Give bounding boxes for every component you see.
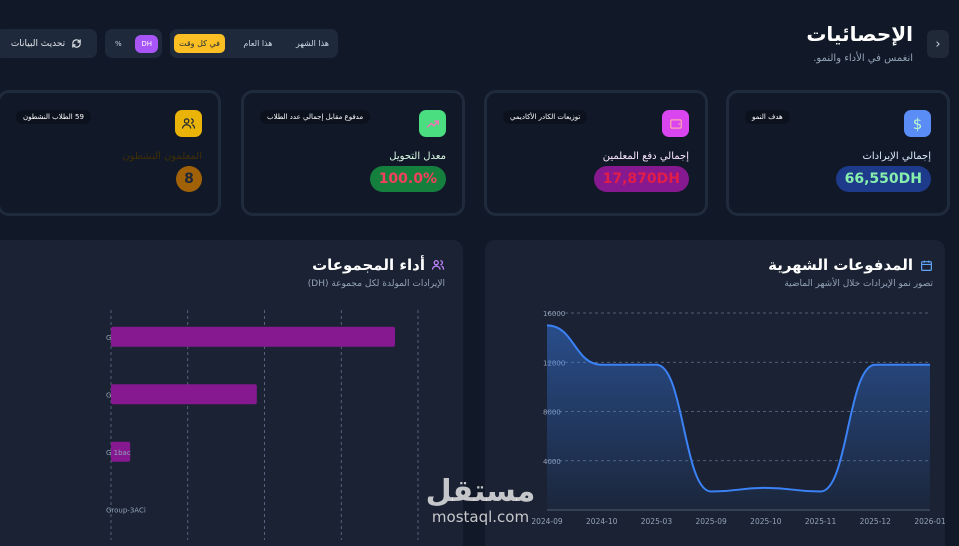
page-title: الإحصائيات xyxy=(806,22,913,46)
x-tick-label: 2025-12 xyxy=(860,517,892,526)
card-badge: هدف النمو xyxy=(745,110,790,124)
currency-selector: % DH xyxy=(105,29,162,58)
x-tick-label: 2026-01 xyxy=(914,517,945,526)
x-tick-label: 2024-10 xyxy=(586,517,618,526)
category-label: G xyxy=(106,391,111,399)
currency-percent[interactable]: % xyxy=(115,39,122,48)
users-icon xyxy=(181,118,196,129)
watermark-arabic: مستقل xyxy=(425,474,536,509)
card-value: 8 xyxy=(176,166,202,192)
chevron-right-icon: › xyxy=(935,36,941,52)
watermark-latin: mostaql.com xyxy=(431,508,530,526)
period-this-year[interactable]: هذا العام xyxy=(243,39,273,48)
monthly-payments-chart: 1600012000800040002024-092024-102025-032… xyxy=(531,310,945,526)
revenue-line xyxy=(546,324,930,493)
page-subtitle: انغمس في الأداء والنمو. xyxy=(813,53,913,64)
card-badge: مدفوع مقابل إجمالي عدد الطلاب xyxy=(260,110,371,124)
trending-up-icon xyxy=(426,119,439,128)
group-bar xyxy=(111,441,131,462)
monthly-payments-panel: المدفوعات الشهرية تصور نمو الإيرادات خلا… xyxy=(485,240,945,546)
refresh-icon xyxy=(72,39,81,48)
period-this-month[interactable]: هذا الشهر xyxy=(295,39,329,48)
watermark: مستقل mostaql.com xyxy=(418,474,543,527)
dollar-icon-box: $ xyxy=(904,110,931,137)
card-label: معدل التحويل xyxy=(389,151,446,162)
x-tick-label: 2025-11 xyxy=(805,517,837,526)
groups-bar-chart: G G G 1bac Group-3ACi xyxy=(106,310,419,540)
wallet-icon-box xyxy=(662,110,689,137)
x-tick-label: 2025-10 xyxy=(750,517,782,526)
card-label: المعلمون النشطون xyxy=(122,151,202,162)
refresh-button[interactable]: تحديث البيانات xyxy=(0,29,97,58)
category-label: Group-3ACi xyxy=(106,506,146,514)
card-value: 100.0% xyxy=(369,166,446,192)
x-tick-label: 2025-09 xyxy=(695,517,727,526)
users-icon xyxy=(431,259,445,270)
dollar-icon: $ xyxy=(912,114,923,133)
y-tick-label: 16000 xyxy=(543,310,565,318)
period-selector: هذا الشهر هذا العام في كل وقت xyxy=(170,29,338,58)
groups-subtitle: الإيرادات المولدة لكل مجموعة (DH) xyxy=(307,279,445,289)
card-badge: توزيعات الكادر الأكاديمي xyxy=(503,110,588,124)
trending-icon-box xyxy=(419,110,446,137)
revenue-area xyxy=(547,325,930,510)
groups-title: أداء المجموعات xyxy=(312,256,425,274)
x-tick-label: 2025-03 xyxy=(641,517,673,526)
refresh-label: تحديث البيانات xyxy=(10,38,66,49)
payments-title: المدفوعات الشهرية xyxy=(768,256,913,274)
group-bar xyxy=(111,326,395,347)
group-bar xyxy=(111,384,257,405)
category-label: G xyxy=(106,334,111,342)
card-active-teachers: 59 الطلاب النشطون المعلمون النشطون 8 xyxy=(0,90,221,216)
wallet-icon xyxy=(669,118,682,129)
payments-subtitle: تصور نمو الإيرادات خلال الأشهر الماضية xyxy=(784,279,933,289)
category-label: G 1bac xyxy=(106,449,131,457)
card-badge: 59 الطلاب النشطون xyxy=(16,110,91,124)
card-total-revenue: $ هدف النمو إجمالي الإيرادات 66,550DH xyxy=(726,90,950,216)
x-tick-label: 2024-09 xyxy=(531,517,563,526)
groups-performance-panel: أداء المجموعات الإيرادات المولدة لكل مجم… xyxy=(0,240,463,546)
users-icon-box xyxy=(175,110,202,137)
page-header: › الإحصائيات انغمس في الأداء والنمو. هذا… xyxy=(0,0,959,88)
back-button[interactable]: › xyxy=(927,30,949,58)
card-teacher-payments: توزيعات الكادر الأكاديمي إجمالي دفع المع… xyxy=(484,90,708,216)
card-conversion-rate: مدفوع مقابل إجمالي عدد الطلاب معدل التحو… xyxy=(241,90,465,216)
currency-dh[interactable]: DH xyxy=(135,34,158,53)
calendar-icon xyxy=(921,260,932,271)
card-label: إجمالي الإيرادات xyxy=(862,151,931,162)
card-label: إجمالي دفع المعلمين xyxy=(602,151,689,162)
period-all-time[interactable]: في كل وقت xyxy=(174,34,225,53)
card-value: 66,550DH xyxy=(835,166,931,192)
card-value: 17,870DH xyxy=(593,166,689,192)
